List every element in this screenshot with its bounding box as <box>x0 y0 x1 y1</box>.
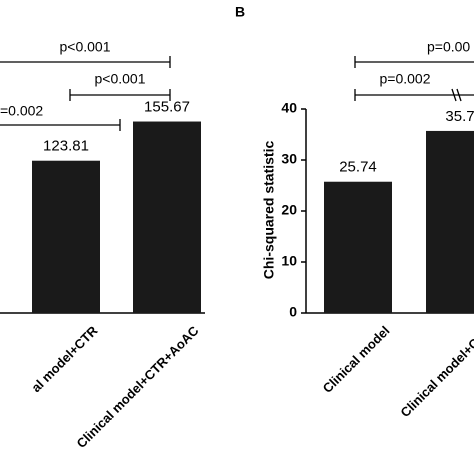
y-tick-label: 10 <box>281 253 297 269</box>
y-tick-label: 20 <box>281 202 297 218</box>
bar <box>32 160 100 313</box>
value-label: 35.7 <box>445 108 474 125</box>
annotation: p=0.00 <box>427 39 470 55</box>
bracket <box>0 119 121 131</box>
y-tick-label: 0 <box>289 304 297 320</box>
x-tick-label: Clinical model+CTR+AoAC <box>73 323 202 452</box>
annotation: p<0.001 <box>60 39 111 55</box>
annotation: p=0.002 <box>380 71 431 87</box>
panel-label: B <box>235 4 245 20</box>
bracket <box>354 56 474 68</box>
value-label: 123.81 <box>43 138 89 155</box>
bar <box>426 130 474 313</box>
x-tick-label: Clinical model <box>320 323 393 396</box>
y-axis-title: Chi-squared statistic <box>261 141 277 280</box>
x-tick-label: al model+CTR <box>28 323 101 396</box>
bracket <box>0 56 171 68</box>
annotation: p<0.001 <box>95 71 146 87</box>
brackets <box>0 56 474 131</box>
y-tick-label: 30 <box>281 151 297 167</box>
bracket <box>69 89 171 101</box>
y-tick-label: 40 <box>281 100 297 116</box>
annotation: =0.002 <box>0 103 43 119</box>
bracket <box>354 88 474 102</box>
x-tick-label: Clinical model+CTR <box>397 323 474 421</box>
value-label: 25.74 <box>339 159 377 176</box>
bar <box>133 121 201 313</box>
value-label: 155.67 <box>144 98 190 115</box>
bar <box>324 181 392 313</box>
